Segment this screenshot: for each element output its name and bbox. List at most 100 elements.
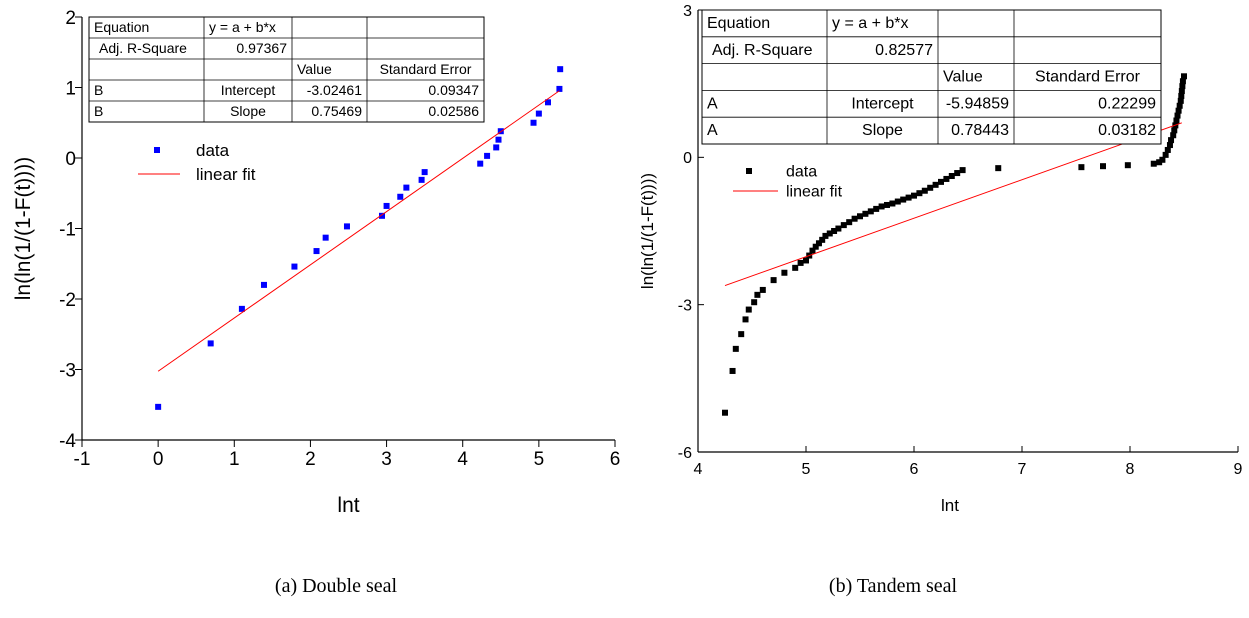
table-param-name: Intercept [221,82,276,98]
data-point [809,247,816,254]
data-point [530,119,537,126]
data-point [729,367,736,374]
legend-label-fit: linear fit [786,184,843,201]
data-point [754,291,761,298]
y-tick-label: 2 [65,8,76,29]
data-point [916,190,923,197]
y-tick-label: -3 [59,360,76,381]
table-value: 0.78443 [951,122,1009,139]
table-value: -3.02461 [307,82,362,98]
data-point [751,299,758,306]
data-point [846,219,853,226]
data-point [797,259,804,266]
x-tick-label: 4 [694,461,703,478]
table-value: -5.94859 [946,95,1009,112]
data-point [1124,162,1131,169]
x-tick-label: 0 [153,449,164,470]
data-point [1175,107,1182,114]
data-point [379,212,386,219]
data-point [862,210,869,217]
data-point [1162,151,1169,158]
table-param: A [707,95,718,112]
data-point [900,196,907,203]
data-point [819,236,826,243]
data-point [995,165,1002,172]
table-r2-label: Adj. R-Square [99,40,187,56]
x-tick-label: 2 [305,449,316,470]
data-point [238,305,245,312]
data-point [745,306,752,313]
data-point [803,257,809,264]
table-param: A [707,122,718,139]
table-frame [701,9,1162,145]
chart-b: 4 5 6 7 8 9 -6 -3 0 3 lnt ln(ln(1/(1-F(t)))) data lin… [638,3,1243,597]
x-axis-label: lnt [337,494,359,517]
table-se-header: Standard Error [1035,69,1141,86]
chart-a: -1 0 1 2 3 4 5 6 -4 -3 -2 -1 0 1 2 lnt ln(ln(1/(1-F(t)))… [12,8,620,597]
data-point [927,184,934,191]
table-se: 0.03182 [1098,122,1156,139]
data-point [1100,163,1106,170]
data-point [1181,73,1187,80]
legend-label-fit: linear fit [196,165,256,184]
x-axis-label: lnt [941,496,959,515]
table-equation-label: Equation [707,15,770,32]
data-point [535,110,542,117]
data-point [556,85,563,92]
x-tick-label: 8 [1126,461,1135,478]
data-point [770,277,777,284]
chart-caption: (b) Tandem seal [829,575,958,597]
table-r2-value: 0.82577 [875,42,933,59]
data-point [857,213,863,220]
data-point [889,200,896,207]
data-point [959,167,966,174]
data-point [1166,142,1173,149]
data-point [873,205,880,212]
data-point [1179,83,1186,90]
legend-marker-data [154,147,160,153]
data-point [493,144,500,151]
y-tick-label: -1 [59,219,76,240]
data-point [815,240,822,247]
data-point [397,193,404,200]
data-point [867,208,874,215]
table-param: B [94,82,103,98]
data-point [1178,88,1185,95]
y-tick-label: 0 [683,150,692,167]
data-point [343,223,350,230]
data-point [911,192,917,199]
table-value: 0.75469 [311,103,362,119]
table-value-header: Value [297,61,332,77]
table-param-name: Slope [230,103,266,119]
data-point [905,194,912,201]
table-se: 0.22299 [1098,95,1156,112]
legend-label-data: data [196,141,230,160]
fit-line [724,122,1183,287]
table-se: 0.02586 [428,103,479,119]
data-point [826,230,833,237]
data-point [1179,78,1186,85]
table-r2-label: Adj. R-Square [712,42,813,59]
x-tick-label: 5 [534,449,545,470]
table-se: 0.09347 [428,82,479,98]
data-point [418,176,425,183]
data-point [831,228,838,234]
data-point [477,160,484,167]
y-tick-label: 3 [683,3,692,20]
fit-line [157,90,560,372]
data-point [313,248,320,255]
data-point [954,170,961,177]
data-point [742,316,749,323]
data-point [1150,160,1157,167]
x-tick-label: 3 [381,449,392,470]
data-point [932,181,939,188]
table-param: B [94,103,103,119]
data-point [884,201,890,208]
data-point [1177,97,1184,104]
table-se-header: Standard Error [380,61,472,77]
table-frame [88,16,485,123]
data-point [1173,117,1180,124]
data-point [948,172,955,179]
fit-table: Equation y = a + b*x Adj. R-Square 0.97367 V… [88,16,485,123]
